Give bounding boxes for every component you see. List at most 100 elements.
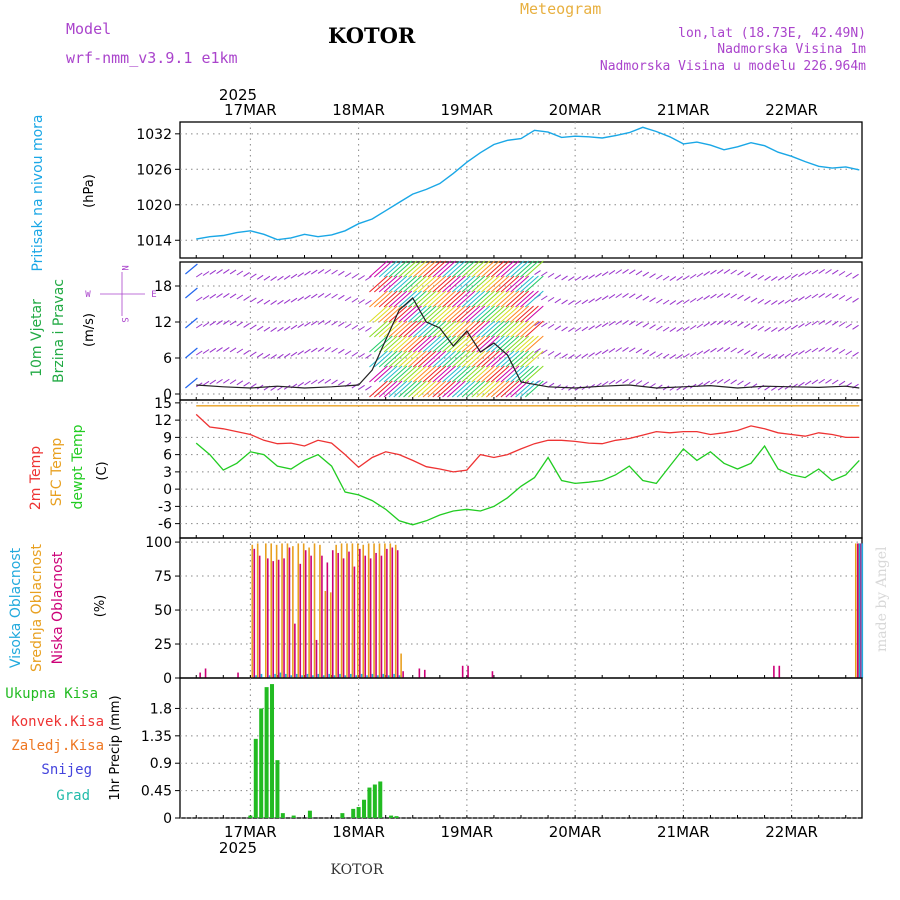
- precip-bar: [394, 816, 399, 818]
- cloud-bar: [461, 665, 464, 678]
- wind-barb: [256, 352, 264, 358]
- wind-barb: [422, 335, 442, 353]
- bottom-date-label: 17MAR: [224, 823, 277, 841]
- wind-barb: [403, 350, 422, 368]
- cloud-bar: [277, 559, 280, 678]
- wind-barb: [777, 353, 785, 359]
- wind-barb: [403, 380, 422, 398]
- wind-barb: [229, 379, 237, 385]
- wind-barb: [476, 320, 495, 338]
- wind-barb: [581, 299, 589, 305]
- wind-barb: [369, 275, 388, 293]
- wind-barb: [476, 335, 495, 353]
- cloud-bar: [274, 673, 276, 678]
- precip-bar: [248, 815, 253, 818]
- cloud-bar: [384, 543, 386, 678]
- wind-barb: [764, 299, 771, 305]
- wind-barb: [757, 274, 765, 280]
- wind-barb: [505, 275, 525, 293]
- cloud-bar: [321, 555, 323, 678]
- wind-barb: [798, 323, 805, 328]
- ytick-label: -3: [158, 499, 172, 515]
- wind-barb: [581, 353, 589, 359]
- ytick-label: 100: [145, 535, 172, 551]
- wind-barb: [649, 273, 656, 279]
- wind-barb: [373, 290, 393, 308]
- wind-barb: [358, 326, 365, 331]
- wind-barb: [202, 322, 210, 327]
- wind-barb: [456, 365, 476, 383]
- precip-bar: [270, 684, 275, 818]
- wind-barb: [451, 260, 471, 278]
- wind-barb: [510, 305, 530, 323]
- cloud-bar: [199, 672, 201, 678]
- wind-barb: [481, 320, 500, 338]
- wind-barb: [524, 320, 544, 338]
- wind-barb: [437, 260, 456, 278]
- wind-barb: [297, 272, 305, 278]
- wind-barb: [373, 260, 393, 278]
- wind-barb: [561, 353, 568, 359]
- wind-barb: [845, 296, 853, 302]
- wind-barb: [730, 379, 738, 385]
- wind-barb: [486, 305, 505, 323]
- wind-barb: [656, 352, 663, 358]
- wind-barb: [451, 380, 471, 398]
- wind-barb: [451, 275, 471, 293]
- cloud-bar: [299, 563, 302, 678]
- wind-barb: [845, 272, 853, 278]
- wind-barb: [442, 290, 461, 308]
- panel-frame: [179, 677, 863, 819]
- wind-barb: [417, 350, 437, 368]
- wind-barb: [461, 365, 481, 383]
- wind-barb: [417, 380, 437, 398]
- wind-barb: [447, 275, 466, 293]
- wind-barb: [373, 350, 393, 368]
- wind-barb: [831, 379, 839, 385]
- wind-barb: [456, 350, 476, 368]
- wind-barb: [771, 354, 778, 360]
- wind-barb: [263, 275, 271, 281]
- wind-barb: [743, 296, 751, 301]
- wind-barb: [216, 347, 223, 352]
- wind-barb: [451, 350, 471, 368]
- precip-bar: [356, 807, 361, 818]
- cloud-bar: [859, 543, 862, 678]
- wind-barb: [358, 299, 365, 304]
- wind-barb: [369, 350, 388, 368]
- wind-arrow: [185, 263, 198, 275]
- wind-barb: [427, 275, 447, 293]
- cloud-bar: [290, 675, 293, 678]
- wind-barb: [581, 275, 589, 281]
- pressure-unit: (hPa): [82, 174, 97, 208]
- cloud-bar: [313, 543, 316, 678]
- wind-barb: [358, 353, 365, 358]
- wind-barb: [403, 290, 422, 308]
- ytick-label: 1032: [136, 127, 172, 143]
- wind-barb: [447, 320, 466, 338]
- wind-barb: [716, 378, 724, 384]
- wind-barb: [716, 293, 724, 298]
- wind-barb: [588, 352, 595, 358]
- bottom-date-label: 20MAR: [549, 823, 602, 841]
- ytick-label: 50: [154, 603, 172, 619]
- wind-barb: [223, 269, 230, 274]
- cloud-bar: [270, 543, 273, 678]
- wind-barb: [615, 347, 622, 353]
- ytick-label: 1014: [136, 233, 172, 249]
- wind-barb: [622, 378, 629, 384]
- wind-barb: [495, 290, 515, 308]
- wind-barb: [456, 305, 476, 323]
- wind-barb: [236, 294, 244, 300]
- wind-barb: [447, 365, 466, 383]
- wind-barb: [432, 320, 452, 338]
- wind-barb: [669, 327, 677, 332]
- wind-barb: [642, 381, 650, 387]
- wind-barb: [447, 350, 466, 368]
- wind-barb: [703, 321, 710, 327]
- wind-barb: [461, 380, 481, 398]
- wind-barb: [461, 335, 481, 353]
- wind-barb: [373, 275, 393, 293]
- wind-barb: [223, 347, 230, 352]
